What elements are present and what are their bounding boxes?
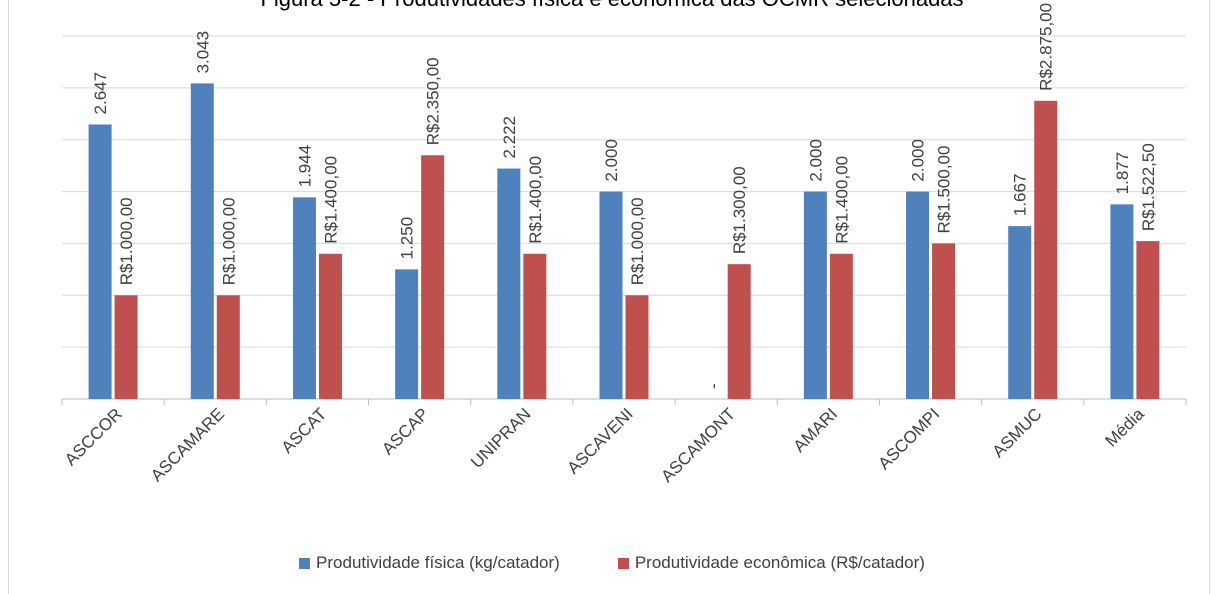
data-label: R$1.000,00	[117, 197, 136, 285]
data-label: 1.250	[398, 217, 417, 260]
legend-item-economica: Produtividade econômica (R$/catador)	[617, 553, 925, 573]
data-label: R$1.522,50	[1139, 143, 1158, 231]
data-label: R$1.400,00	[832, 156, 851, 244]
bar-fisica	[88, 124, 112, 399]
data-label: R$1.000,00	[628, 197, 647, 285]
data-label: 2.647	[91, 72, 110, 115]
chart-frame	[8, 0, 1210, 594]
data-label: R$1.500,00	[935, 146, 954, 234]
category-label: ASCCOR	[61, 404, 126, 469]
bar-fisica	[190, 83, 214, 399]
bar-fisica	[292, 197, 316, 399]
bar-fisica	[803, 191, 827, 399]
legend-label-fisica: Produtividade física (kg/catador)	[316, 553, 560, 572]
data-label: 1.944	[295, 145, 314, 188]
data-label: 2.000	[602, 139, 621, 182]
data-label: 2.000	[806, 139, 825, 182]
bar-economica	[727, 264, 751, 399]
data-label: 1.877	[1113, 152, 1132, 195]
bar-economica	[829, 253, 853, 399]
data-label: 1.667	[1011, 174, 1030, 217]
legend-label-economica: Produtividade econômica (R$/catador)	[634, 553, 925, 572]
data-label: R$2.875,00	[1037, 3, 1056, 91]
bar-economica	[1136, 241, 1160, 399]
bar-economica	[523, 253, 547, 399]
data-label: R$1.300,00	[730, 166, 749, 254]
bar-economica	[625, 295, 649, 399]
data-label: 3.043	[193, 31, 212, 74]
category-label: ASCAVENI	[563, 404, 636, 477]
bar-economica	[421, 155, 445, 399]
category-label: UNIPRAN	[467, 404, 535, 472]
legend: Produtividade física (kg/catador) Produt…	[0, 553, 1224, 573]
bar-fisica	[906, 191, 930, 399]
data-label: 2.000	[909, 139, 928, 182]
data-label: R$1.400,00	[321, 156, 340, 244]
bar-economica	[1034, 100, 1058, 400]
category-label: ASCAP	[378, 404, 432, 458]
category-label: ASCOMPI	[874, 404, 943, 473]
data-label: 2.222	[500, 116, 519, 159]
category-label: AMARI	[790, 404, 842, 456]
category-label: ASCAT	[278, 404, 331, 457]
legend-swatch-economica	[617, 557, 629, 569]
data-label: R$2.350,00	[424, 57, 443, 145]
bar-fisica	[599, 191, 623, 399]
chart-title: Figura 5-2 - Produtividades física e eco…	[0, 0, 1224, 12]
category-label: Média	[1102, 404, 1149, 451]
bar-economica	[114, 295, 138, 399]
bar-economica	[216, 295, 240, 399]
data-label: R$1.000,00	[219, 197, 238, 285]
bar-fisica	[1110, 204, 1134, 399]
category-label: ASMUC	[989, 404, 1046, 461]
bar-fisica	[395, 269, 419, 399]
bar-fisica	[497, 168, 521, 399]
legend-item-fisica: Produtividade física (kg/catador)	[299, 553, 560, 573]
bar-economica	[318, 253, 342, 399]
bar-economica	[932, 243, 956, 399]
category-label: ASCAMONT	[657, 404, 739, 486]
bar-fisica	[1008, 226, 1032, 399]
legend-swatch-fisica	[299, 557, 311, 569]
data-label: -	[704, 383, 723, 389]
data-label: R$1.400,00	[526, 156, 545, 244]
category-label: ASCAMARE	[147, 404, 228, 485]
